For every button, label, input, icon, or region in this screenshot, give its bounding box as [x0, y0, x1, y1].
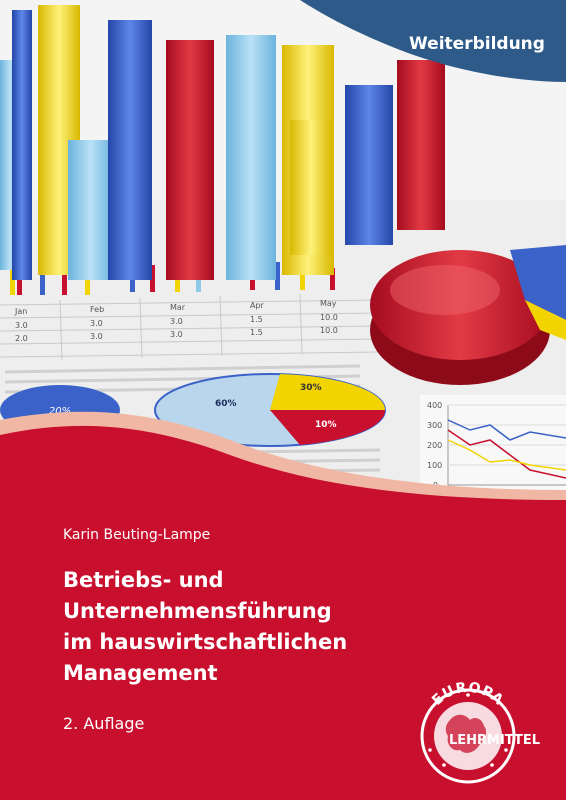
star-ring: [428, 693, 508, 767]
title-line: Management: [63, 661, 218, 685]
series-banner: [300, 0, 566, 82]
pie-label-10: 10%: [315, 420, 337, 430]
y-tick-label: 400: [427, 401, 442, 410]
table-cell: 10.0: [320, 326, 338, 335]
y-tick-label: 200: [427, 441, 442, 450]
table-cell: 3.0: [15, 321, 28, 330]
pie-chart-main: 60% 30% 10%: [154, 373, 386, 447]
table-cell: 3.0: [90, 319, 103, 328]
table-cell: 2.0: [15, 334, 28, 343]
table-cell: 1.5: [250, 315, 263, 324]
series-label: Weiterbildung: [409, 34, 545, 54]
table-header-feb: Feb: [90, 305, 104, 314]
data-table: [0, 293, 381, 361]
edition-label: 2. Auflage: [63, 714, 145, 733]
table-cell: 3.0: [170, 317, 183, 326]
book-title: Betriebs- und Unternehmensführung im hau…: [63, 565, 533, 689]
table-header-may: May: [320, 299, 337, 308]
table-header-jan: Jan: [14, 307, 27, 316]
author-name: Karin Beuting-Lampe: [63, 527, 211, 543]
table-header-mar: Mar: [170, 303, 186, 312]
title-line: Unternehmensführung: [63, 599, 332, 623]
y-tick-label: 300: [427, 421, 442, 430]
table-cell: 1.5: [250, 328, 263, 337]
pie-label-60: 60%: [215, 399, 237, 409]
y-tick-label: 100: [427, 461, 442, 470]
logo-text-lehrmittel: LEHRMITTEL: [449, 733, 540, 748]
table-cell: 3.0: [170, 330, 183, 339]
title-line: im hauswirtschaftlichen: [63, 630, 348, 654]
line-chart: 400 300 200 100 0: [420, 395, 566, 490]
title-line: Betriebs- und: [63, 568, 224, 592]
cover-illustration: Jan Feb Mar Apr May 3.0 3.0 3.0 1.5 10.0…: [0, 0, 566, 500]
table-header-apr: Apr: [250, 301, 265, 310]
publisher-logo: EUROPA LEHRMITTEL: [420, 680, 540, 784]
table-cell: 10.0: [320, 313, 338, 322]
bar-chart-3d: [0, 5, 445, 280]
pie-label-20: 20%: [49, 406, 71, 417]
pie-chart-3d: [370, 245, 566, 385]
pie-label-30: 30%: [300, 383, 322, 393]
table-cell: 3.0: [90, 332, 103, 341]
